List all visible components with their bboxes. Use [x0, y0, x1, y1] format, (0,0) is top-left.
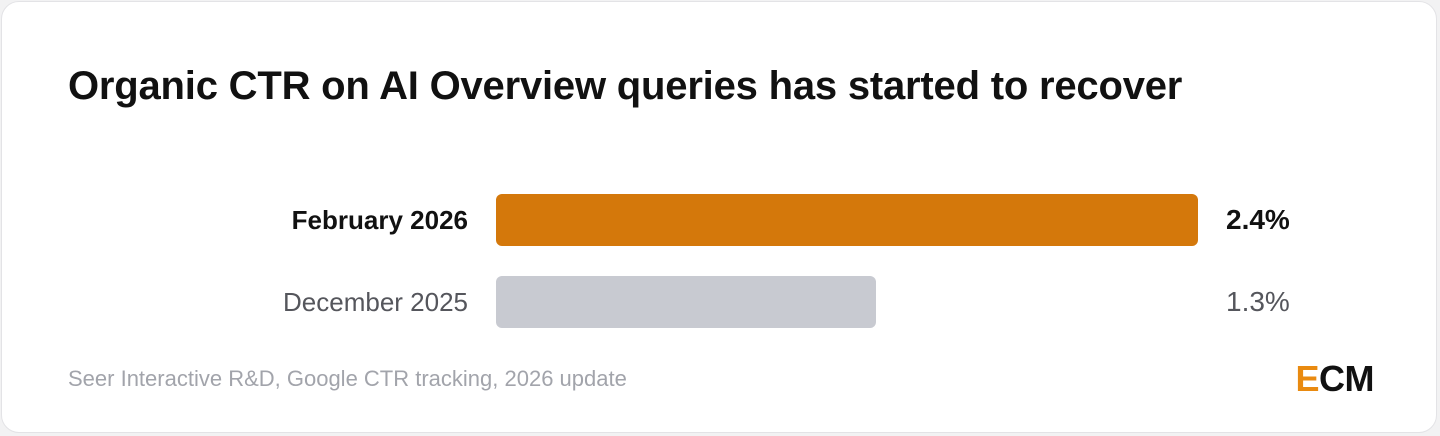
- value-label: 2.4%: [1226, 204, 1290, 235]
- logo-letter-e: E: [1295, 358, 1319, 399]
- category-label: December 2025: [283, 287, 468, 317]
- bar: [496, 276, 876, 328]
- ecm-logo: ECM: [1295, 358, 1374, 400]
- chart-title: Organic CTR on AI Overview queries has s…: [68, 64, 1183, 108]
- source-note: Seer Interactive R&D, Google CTR trackin…: [68, 366, 627, 391]
- bar-track: [496, 194, 1198, 246]
- bar-track: [496, 276, 1198, 328]
- bar-row: February 2026 2.4%: [2, 194, 1438, 246]
- logo-letters-cm: CM: [1319, 358, 1375, 399]
- value-label: 1.3%: [1226, 286, 1290, 317]
- category-label: February 2026: [291, 205, 468, 235]
- bar-row: December 2025 1.3%: [2, 276, 1438, 328]
- bar: [496, 194, 1198, 246]
